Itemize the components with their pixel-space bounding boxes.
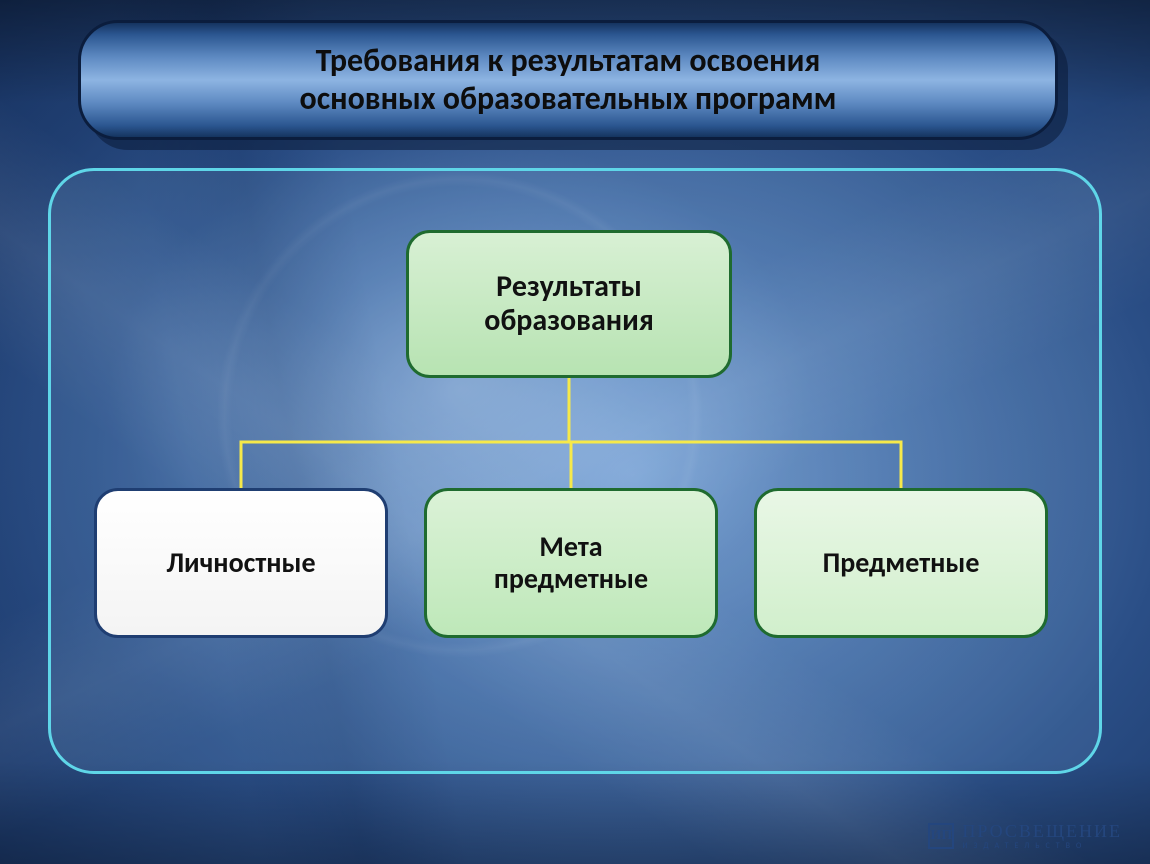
logo-brand: ПРОСВЕЩЕНИЕ xyxy=(962,822,1122,840)
node-root: Результатыобразования xyxy=(406,230,732,378)
node-label: образования xyxy=(484,304,654,339)
logo-mark-icon: ИП xyxy=(928,823,954,849)
node-label: Личностные xyxy=(166,547,315,579)
title-line1: Требования к результатам освоения xyxy=(300,42,837,80)
node-child1: Личностные xyxy=(94,488,388,638)
publisher-logo: ИП ПРОСВЕЩЕНИЕ ИЗДАТЕЛЬСТВО xyxy=(928,822,1122,850)
node-label: Предметные xyxy=(823,547,980,579)
node-child3: Предметные xyxy=(754,488,1048,638)
title-line2: основных образовательных программ xyxy=(300,80,837,118)
node-child2: Метапредметные xyxy=(424,488,718,638)
title-box: Требования к результатам освоения основн… xyxy=(78,20,1058,140)
node-label: предметные xyxy=(494,563,648,595)
logo-subtext: ИЗДАТЕЛЬСТВО xyxy=(962,842,1122,850)
node-label: Мета xyxy=(494,531,648,563)
node-label: Результаты xyxy=(484,270,654,305)
